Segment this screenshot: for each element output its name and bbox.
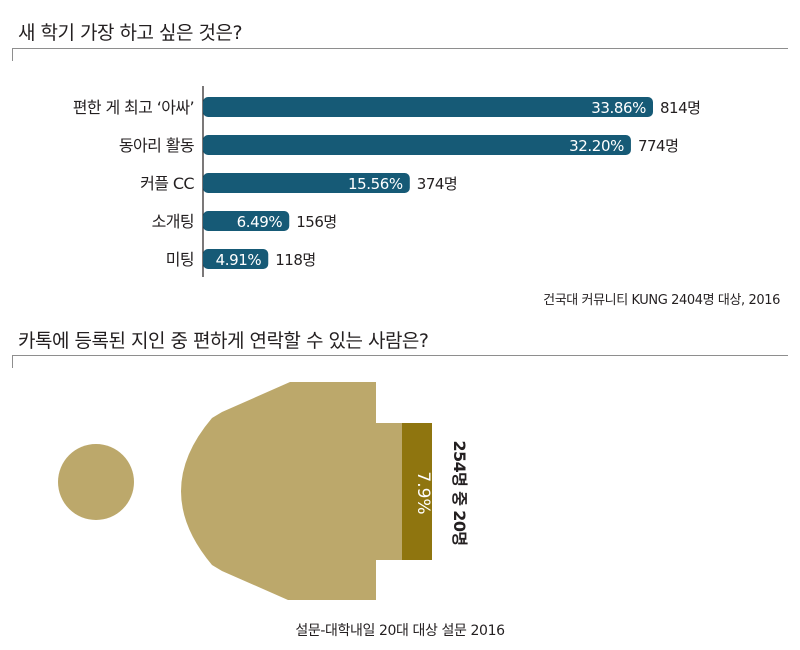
chart-1-title: 새 학기 가장 하고 싶은 것은? — [18, 22, 243, 44]
chart-2-title-rule — [12, 354, 788, 368]
category-label-1: 편한 게 최고 ‘아싸’ — [73, 98, 194, 117]
value-label-4: 6.49% — [237, 213, 283, 231]
person-head — [58, 444, 134, 520]
highlight-count-label: 254명 중 20명 — [450, 440, 469, 546]
bar-2 — [203, 135, 631, 155]
value-label-5: 4.91% — [216, 251, 262, 269]
count-label-3: 374명 — [417, 175, 457, 193]
person-body — [181, 382, 432, 600]
count-label-5: 118명 — [275, 251, 315, 269]
category-label-3: 커플 CC — [140, 174, 194, 193]
highlight-bar — [402, 423, 432, 560]
bar-1 — [203, 97, 653, 117]
chart-2-title: 카톡에 등록된 지인 중 편하게 연락할 수 있는 사람은? — [18, 330, 429, 352]
chart-1-title-rule — [12, 47, 788, 61]
chart-2-source: 설문-대학내일 20대 대상 설문 2016 — [295, 623, 505, 639]
category-label-2: 동아리 활동 — [119, 136, 194, 155]
bar-3 — [203, 173, 410, 193]
count-label-4: 156명 — [296, 213, 336, 231]
bar-4 — [203, 211, 290, 231]
category-label-5: 미팅 — [166, 250, 194, 269]
bar-5 — [203, 249, 269, 269]
value-label-3: 15.56% — [348, 175, 403, 193]
highlight-percent-label: 7.9% — [413, 471, 433, 515]
count-label-1: 814명 — [660, 99, 700, 117]
person-figure — [58, 382, 432, 600]
value-label-2: 32.20% — [569, 137, 624, 155]
value-label-1: 33.86% — [591, 99, 646, 117]
chart-1-source: 건국대 커뮤니티 KUNG 2404명 대상, 2016 — [543, 293, 780, 308]
category-label-4: 소개팅 — [152, 212, 194, 231]
count-label-2: 774명 — [638, 137, 678, 155]
